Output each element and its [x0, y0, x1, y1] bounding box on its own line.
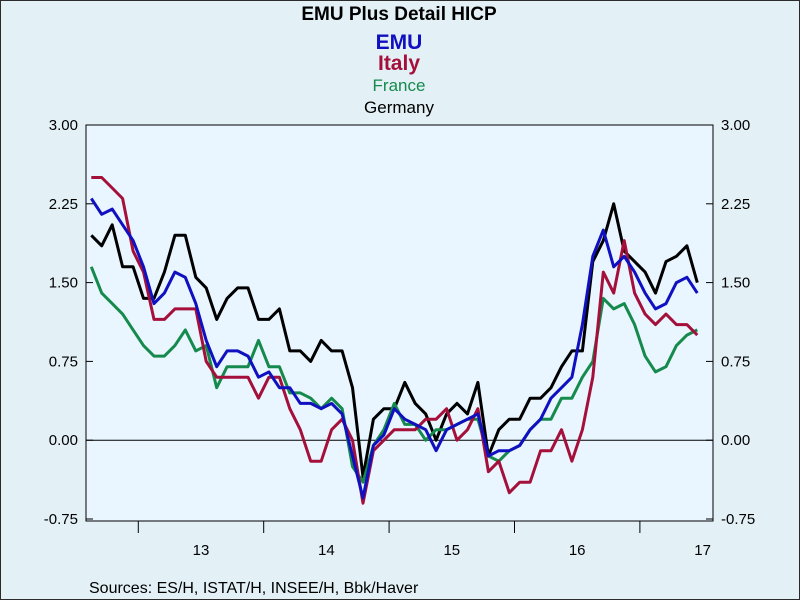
y-tick-label-left: 0.75	[49, 353, 78, 370]
legend-germany: Germany	[364, 98, 434, 117]
y-tick-label-left: 1.50	[49, 275, 78, 292]
y-tick-label-right: 1.50	[721, 275, 750, 292]
y-tick-label-right: 0.75	[721, 353, 750, 370]
series-line-italy	[91, 176, 699, 505]
y-tick-label-left: 2.25	[49, 196, 78, 213]
y-tick-label-right: -0.75	[721, 511, 755, 528]
y-tick-label-left: -0.75	[44, 511, 78, 528]
source-note: Sources: ES/H, ISTAT/H, INSEE/H, Bbk/Hav…	[89, 580, 419, 597]
series-layer	[89, 176, 699, 505]
x-tick-label: 16	[569, 542, 586, 559]
plot-area	[85, 124, 714, 522]
x-tick-label: 13	[193, 542, 210, 559]
x-tick-label: 17	[694, 542, 711, 559]
legend-italy: Italy	[378, 52, 420, 75]
legend-france: France	[373, 76, 426, 95]
y-tick-label-right: 0.00	[721, 432, 750, 449]
series-line-emu	[90, 197, 699, 500]
x-axis: 13 14 15 16 17	[137, 521, 711, 559]
y-axis-right: 3.00 2.25 1.50 0.75 0.00 -0.75	[706, 117, 755, 528]
x-tick-label: 14	[318, 542, 335, 559]
y-tick-label-left: 3.00	[49, 117, 78, 134]
y-tick-label-right: 2.25	[721, 196, 750, 213]
y-axis-left: 3.00 2.25 1.50 0.75 0.00 -0.75	[44, 117, 93, 528]
chart-title: EMU Plus Detail HICP	[301, 4, 497, 25]
y-tick-label-left: 0.00	[49, 432, 78, 449]
legend-emu: EMU	[376, 31, 423, 54]
x-tick-label: 15	[443, 542, 460, 559]
y-tick-label-right: 3.00	[721, 117, 750, 134]
